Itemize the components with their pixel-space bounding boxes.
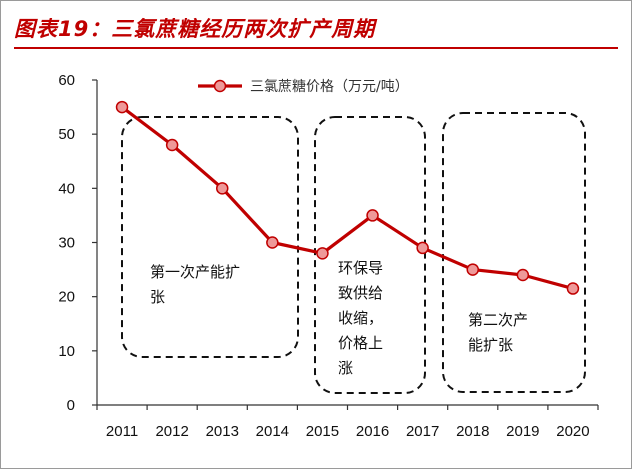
legend-marker [213, 79, 227, 93]
annotation-text: 环保导 [338, 259, 383, 277]
annotation-box [442, 112, 586, 393]
y-tick-label: 20 [58, 289, 75, 306]
x-tick-label: 2011 [106, 423, 138, 440]
data-point [516, 268, 530, 282]
x-tick-label: 2018 [456, 423, 489, 440]
y-tick-label: 10 [58, 343, 75, 360]
annotation-text: 致供给 [338, 284, 383, 302]
data-point [316, 247, 329, 260]
data-point [266, 236, 279, 249]
x-tick-label: 2012 [155, 423, 188, 440]
annotation-text: 能扩张 [468, 336, 513, 354]
x-tick-label: 2014 [256, 423, 289, 440]
legend: 三氯蔗糖价格（万元/吨） [198, 79, 409, 95]
y-tick-label: 50 [58, 126, 75, 143]
data-point [416, 241, 429, 255]
data-point [216, 182, 229, 195]
title-underline [14, 47, 618, 49]
series-group [115, 100, 580, 295]
y-tick-label: 0 [67, 397, 75, 414]
chart-title: 图表19：三氯蔗糖经历两次扩产周期 [14, 17, 376, 41]
data-point [165, 138, 179, 152]
data-point [366, 209, 379, 222]
annotation-text: 第二次产 [468, 311, 528, 329]
annotation-text: 第一次产能扩 [150, 263, 240, 281]
annotation-text: 涨 [338, 359, 353, 377]
x-tick-label: 2020 [556, 423, 589, 440]
annotation-box [121, 116, 299, 358]
axes: 0 10 20 30 40 50 60 2011 2012 2013 2014 2015 2016 201… [58, 72, 599, 440]
data-point [115, 100, 129, 114]
annotation-text: 价格上 [338, 334, 383, 352]
series-line [121, 105, 574, 291]
x-tick-label: 2015 [306, 423, 339, 440]
data-point [566, 282, 580, 295]
y-tick-label: 60 [58, 72, 75, 89]
y-tick-label: 40 [58, 180, 75, 197]
legend-label: 三氯蔗糖价格（万元/吨） [250, 79, 409, 95]
annotation-box [314, 116, 426, 394]
y-tick-label: 30 [58, 235, 75, 252]
x-tick-label: 2019 [506, 423, 539, 440]
x-tick-label: 2013 [206, 423, 239, 440]
data-point [466, 263, 479, 276]
x-tick-label: 2017 [406, 423, 439, 440]
x-tick-label: 2016 [356, 423, 389, 440]
annotation-text: 收缩， [338, 309, 383, 327]
annotation-text: 张 [150, 288, 165, 306]
